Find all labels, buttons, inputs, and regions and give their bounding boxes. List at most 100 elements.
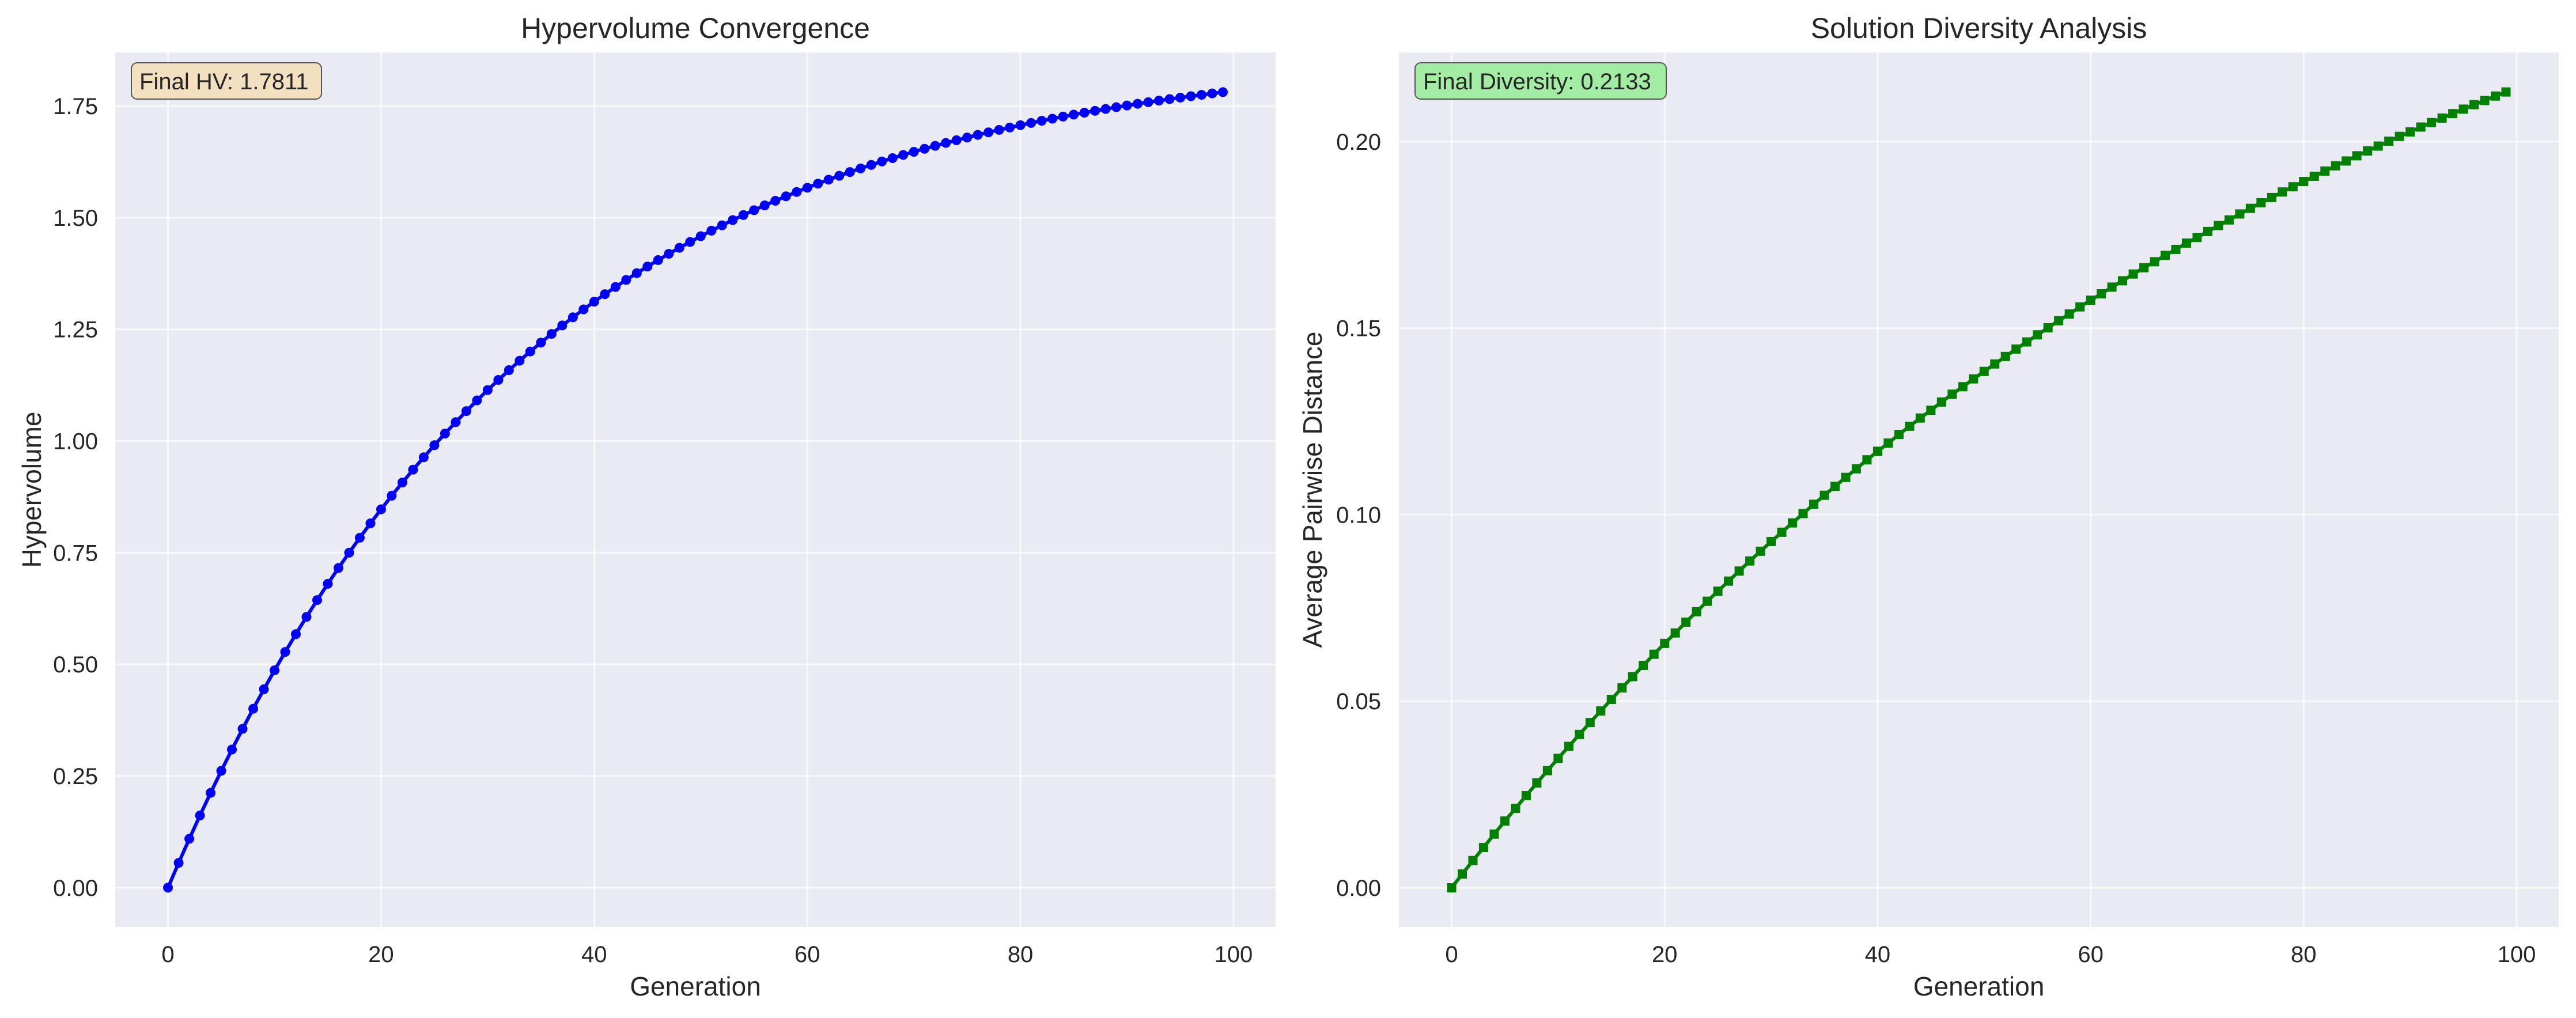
circle-marker [759,200,770,211]
circle-marker [451,417,461,427]
y-tick-label: 1.75 [53,94,98,119]
square-marker [2256,198,2266,207]
circle-marker [898,150,909,160]
square-marker [2288,182,2298,192]
square-marker [1766,537,1776,547]
circle-marker [301,612,312,622]
circle-marker [472,395,482,406]
circle-marker [354,532,365,543]
x-tick-labels: 0 20 40 60 80 100 [1445,942,2536,967]
y-tick-label: 0.05 [1336,689,1381,714]
x-tick-labels: 0 20 40 60 80 100 [161,942,1253,967]
circle-marker [504,365,514,376]
circle-marker [738,210,748,220]
y-tick-labels: 0.00 0.25 0.50 0.75 1.00 1.25 1.50 1.75 [53,94,98,901]
square-marker [1990,359,2000,369]
square-marker [2352,151,2362,161]
square-marker [2150,257,2159,267]
data-series [163,87,1228,893]
square-marker [2139,263,2149,273]
circle-marker [1037,116,1047,126]
circle-marker [557,320,568,331]
circle-marker [376,504,386,514]
circle-marker [418,452,429,463]
circle-marker [290,629,301,639]
series-line [1450,90,2508,890]
square-marker [1596,706,1606,716]
circle-marker [173,858,184,868]
square-marker [2075,302,2085,312]
circle-marker [206,788,216,798]
y-tick-label: 0.50 [53,652,98,678]
circle-marker [312,595,322,605]
circle-marker [621,275,631,285]
square-marker [1926,406,1936,415]
square-marker [2011,344,2021,354]
circle-marker [344,547,354,558]
circle-marker [440,428,450,438]
square-marker [1788,518,1798,528]
circle-marker [1186,91,1196,101]
annotation-box: Final Diversity: 0.2133 [1414,62,1667,100]
square-marker [2395,131,2404,141]
square-marker [1936,397,1946,407]
square-marker [1575,729,1584,739]
square-marker [2160,251,2170,260]
x-axis-label: Generation [630,971,761,1001]
square-marker [1756,546,1765,556]
circle-marker [1015,120,1026,130]
circle-marker [695,231,706,241]
circle-marker [259,684,269,694]
square-marker [2373,141,2383,151]
square-marker [1830,482,1840,491]
circle-marker [973,130,983,140]
circle-marker [280,647,290,657]
square-marker [2448,109,2458,119]
circle-marker [877,156,887,166]
square-marker [2320,166,2330,176]
square-marker [2033,330,2042,340]
square-marker [2000,351,2010,361]
circle-marker [536,338,546,348]
square-marker [2235,209,2245,219]
square-marker [2405,127,2415,137]
circle-marker [589,297,599,307]
square-marker [1979,366,1989,376]
circle-marker [728,215,738,225]
annotation-text: Final HV: 1.7811 [139,69,309,94]
square-marker [1745,556,1755,566]
circle-marker [1100,104,1111,114]
square-marker [2107,282,2117,292]
square-marker [2192,233,2202,243]
circle-marker [333,563,343,573]
circle-marker [1069,109,1079,120]
y-tick-label: 0.25 [53,764,98,789]
circle-marker [1196,90,1206,100]
y-tick-labels: 0.00 0.05 0.10 0.15 0.20 [1336,130,1381,901]
square-marker [1447,883,1457,893]
circle-marker [482,385,493,395]
square-marker [1606,694,1616,704]
x-tick-label: 0 [1445,942,1458,967]
square-marker [2054,316,2064,326]
square-marker [1777,527,1787,537]
square-marker [1820,490,1829,500]
square-marker [2363,146,2373,156]
square-marker [1500,816,1510,826]
circle-marker [749,205,759,215]
square-marker [2416,122,2426,132]
square-marker [1703,596,1712,606]
square-marker [2469,100,2479,109]
circle-marker [664,249,674,259]
circle-marker [216,766,226,776]
x-tick-label: 80 [1008,942,1034,967]
circle-marker [802,183,812,193]
grid [1399,52,2559,927]
square-marker [1681,617,1691,627]
circle-marker [387,490,397,501]
square-marker [2427,118,2437,127]
y-tick-label: 0.00 [53,876,98,901]
x-tick-label: 40 [581,942,607,967]
y-tick-label: 1.50 [53,206,98,231]
circle-marker [1111,102,1122,112]
